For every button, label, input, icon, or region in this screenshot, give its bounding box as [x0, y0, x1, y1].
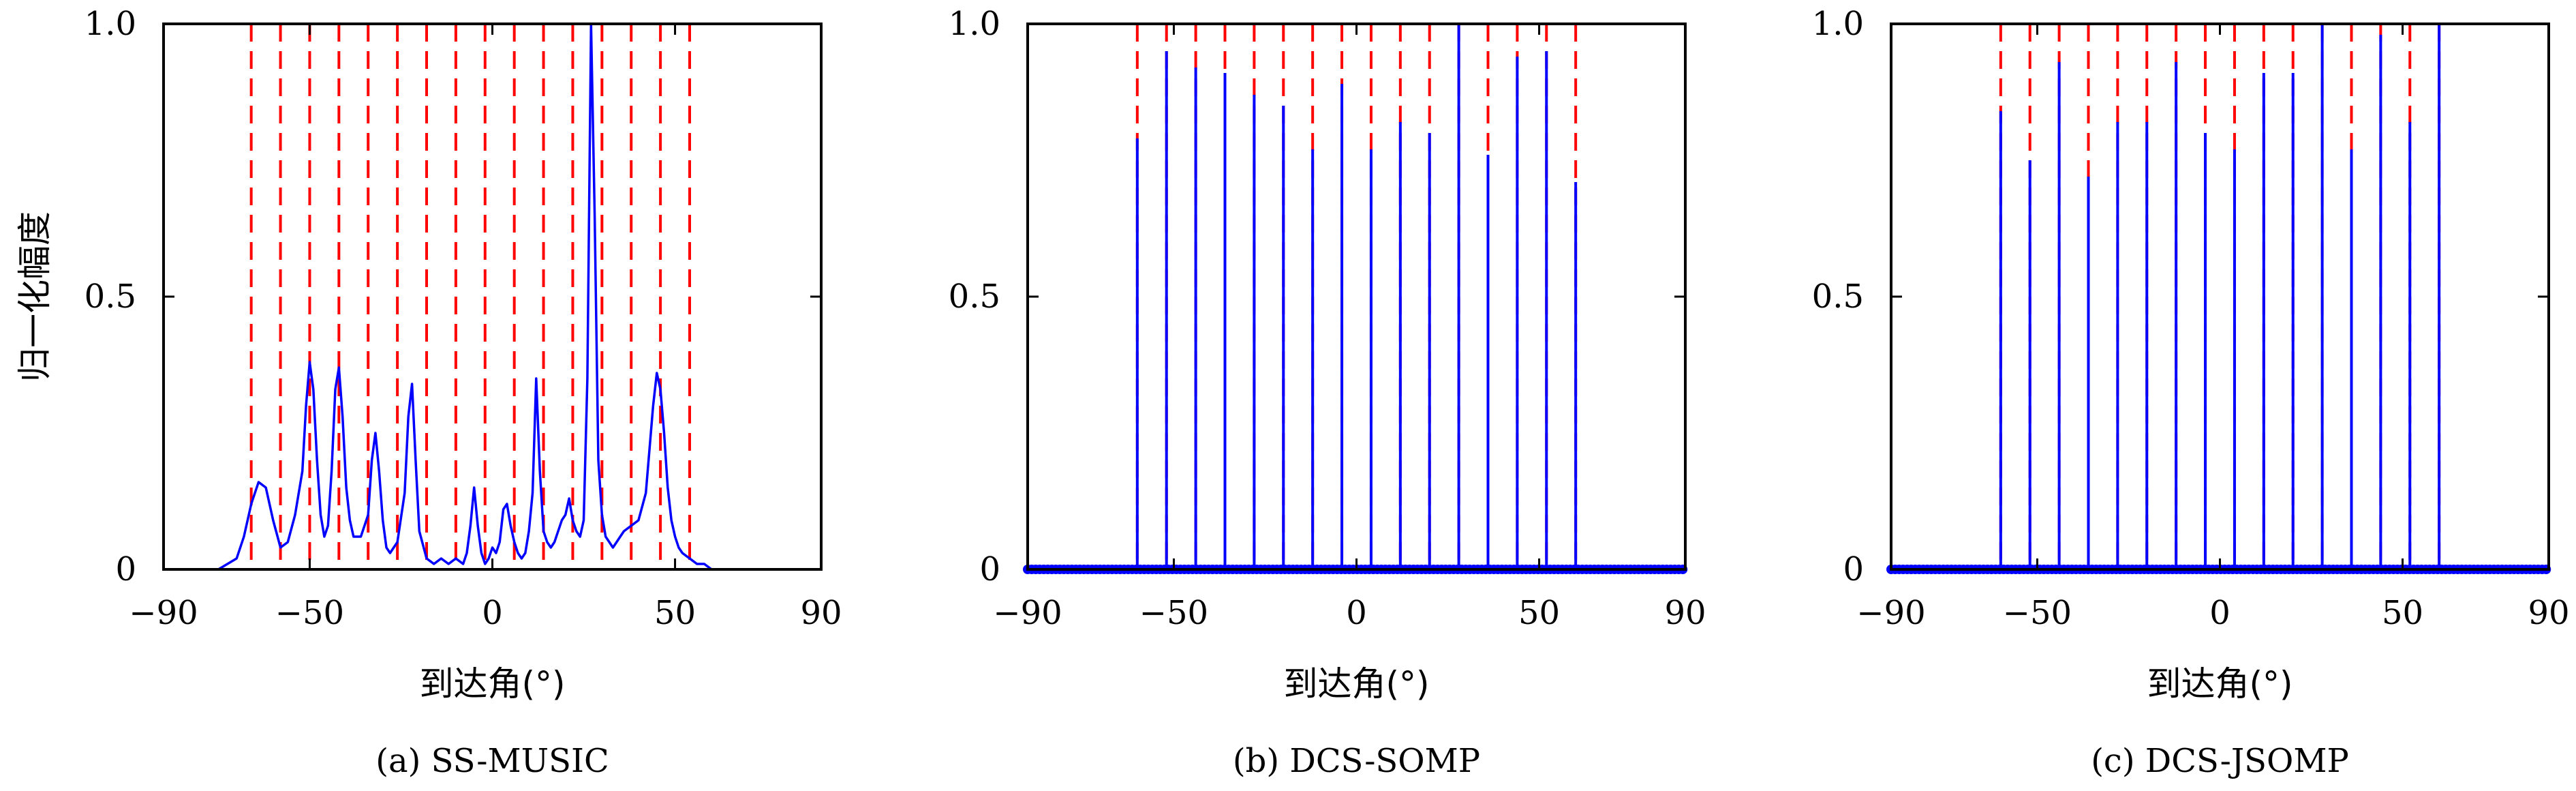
subfigure-caption: (c) DCS-JSOMP: [2091, 742, 2349, 780]
y-tick-label: 0.5: [85, 278, 136, 316]
axes-frame: [1026, 23, 1687, 571]
x-tick-label: 90: [800, 594, 842, 632]
y-tick-label: 0.5: [949, 278, 1000, 316]
x-tick-label: −50: [2003, 594, 2072, 632]
y-tick-label: 0.5: [1812, 278, 1864, 316]
x-axis-label: 到达角(°): [419, 664, 565, 704]
y-tick-label: 1.0: [1812, 5, 1864, 43]
subfigure-caption: (a) SS-MUSIC: [375, 742, 609, 780]
x-tick-label: −50: [1139, 594, 1208, 632]
x-tick-label: 50: [1518, 594, 1560, 632]
chart-panel-1: −90 −50 0 50 90 0 0.5 1.0 到达角(°) 归一化幅度 (a) SS-MUSI…: [15, 5, 842, 780]
y-tick-label: 1.0: [949, 5, 1000, 43]
axes-frame: [162, 23, 823, 571]
y-tick-label: 1.0: [85, 5, 136, 43]
x-tick-label: 0: [482, 594, 503, 632]
y-tick-label: 0: [979, 550, 1000, 588]
x-tick-label: −90: [129, 594, 198, 632]
y-axis-label: 归一化幅度: [15, 211, 55, 382]
x-axis-label: 到达角(°): [1283, 664, 1429, 704]
x-tick-label: 0: [1346, 594, 1367, 632]
spectrum-line: [164, 24, 821, 569]
subfigure-caption: (b) DCS-SOMP: [1233, 742, 1480, 780]
x-tick-label: −90: [1856, 594, 1925, 632]
axes-frame: [1890, 23, 2550, 571]
y-tick-label: 0: [115, 550, 136, 588]
chart-panel-2: −90 −50 0 50 90 0 0.5 1.0 到达角(°) (b) DCS-SOMP: [949, 5, 1706, 780]
x-tick-label: 50: [2382, 594, 2423, 632]
chart-panel-3: −90 −50 0 50 90 0 0.5 1.0 到达角(°) (c) DCS-JSOMP: [1812, 5, 2570, 780]
x-axis-label: 到达角(°): [2147, 664, 2293, 704]
y-tick-label: 0: [1843, 550, 1864, 588]
x-tick-label: −50: [275, 594, 344, 632]
x-tick-label: 90: [1664, 594, 1706, 632]
x-tick-label: 90: [2528, 594, 2569, 632]
x-tick-label: 0: [2209, 594, 2230, 632]
x-tick-label: 50: [654, 594, 696, 632]
x-tick-label: −90: [993, 594, 1062, 632]
